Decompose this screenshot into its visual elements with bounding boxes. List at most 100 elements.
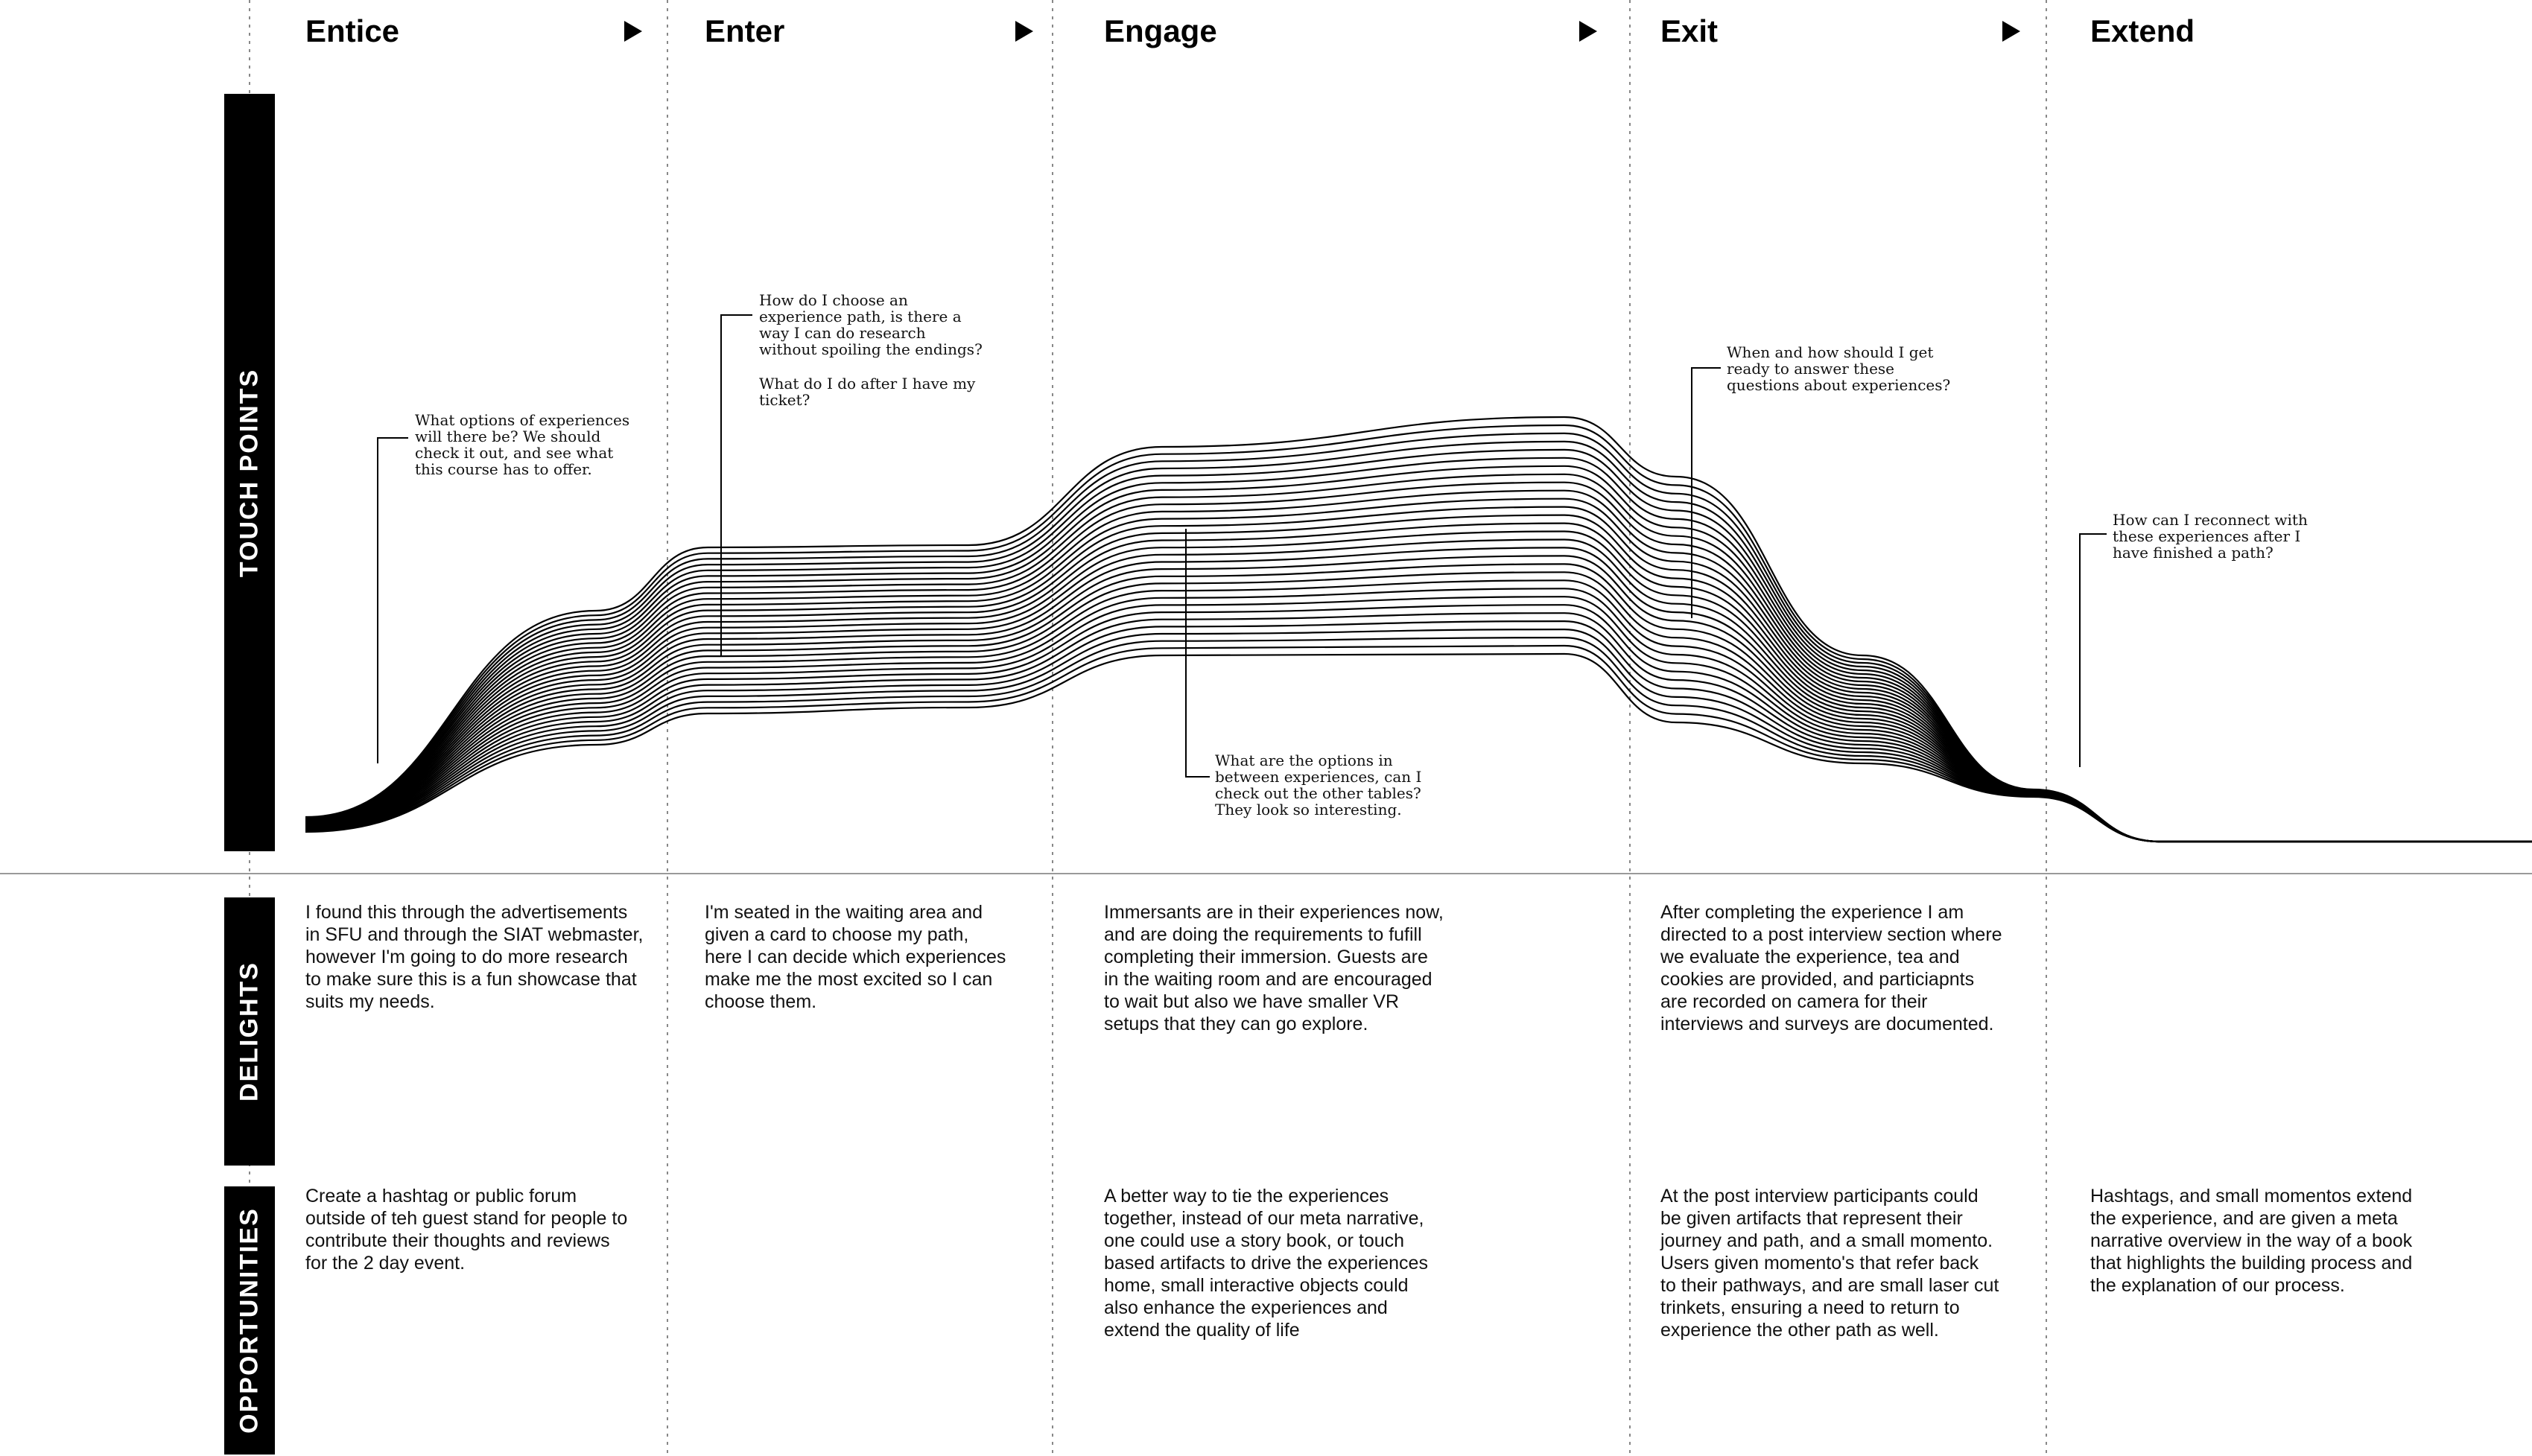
- text-line: contribute their thoughts and reviews: [305, 1230, 610, 1251]
- text-line: journey and path, and a small momento.: [1660, 1230, 1993, 1251]
- text-line: completing their immersion. Guests are: [1104, 947, 1428, 967]
- wave-line: [305, 636, 2532, 843]
- note-line: ticket?: [759, 391, 810, 409]
- text-line: At the post interview participants could: [1660, 1186, 1979, 1207]
- note-line: What are the options in: [1215, 751, 1393, 769]
- note-line: these experiences after I: [2113, 527, 2301, 545]
- delight-cell-enter: I'm seated in the waiting area and given…: [705, 901, 1055, 1013]
- note-line: without spoiling the endings?: [759, 340, 983, 358]
- text-line: be given artifacts that represent their: [1660, 1208, 1963, 1229]
- text-line: A better way to tie the experiences: [1104, 1186, 1389, 1207]
- note-leader-line: [720, 314, 752, 655]
- opportunity-cell-extend: Hashtags, and small momentos extend the …: [2090, 1185, 2440, 1297]
- text-line: the explanation of our process.: [2090, 1275, 2345, 1296]
- stage-title-engage: Engage: [1104, 13, 1217, 48]
- text-line: we evaluate the experience, tea and: [1660, 947, 1960, 967]
- text-line: the experience, and are given a meta: [2090, 1208, 2398, 1229]
- wave-line: [305, 644, 2532, 843]
- note-line: experience path, is there a: [759, 308, 962, 325]
- text-line: trinkets, ensuring a need to return to: [1660, 1297, 1960, 1318]
- wave-line: [305, 604, 2532, 843]
- note-line: What do I do after I have my: [759, 375, 976, 392]
- text-line: extend the quality of life: [1104, 1320, 1300, 1341]
- note-line: They look so interesting.: [1215, 801, 1402, 818]
- emotion-wave: [305, 416, 2532, 843]
- note-line: How do I choose an: [759, 291, 908, 309]
- note-line: way I can do research: [759, 324, 926, 342]
- text-line: however I'm going to do more research: [305, 947, 628, 967]
- play-arrow-icon: [1015, 21, 1033, 42]
- row-label-text: OPPORTUNITIES: [235, 1207, 264, 1434]
- wave-line: [305, 652, 2532, 843]
- text-line: to make sure this is a fun showcase that: [305, 969, 637, 990]
- text-line: suits my needs.: [305, 991, 435, 1012]
- play-arrow-icon: [624, 21, 642, 42]
- text-line: I found this through the advertisements: [305, 902, 628, 923]
- text-line: based artifacts to drive the experiences: [1104, 1253, 1428, 1274]
- note-line: will there be? We should: [415, 427, 601, 445]
- delight-cell-entice: I found this through the advertisements …: [305, 901, 656, 1013]
- note-leader-line: [1185, 529, 1210, 778]
- text-line: together, instead of our meta narrative,: [1104, 1208, 1424, 1229]
- text-line: setups that they can go explore.: [1104, 1014, 1368, 1034]
- delight-cell-exit: After completing the experience I am dir…: [1660, 901, 2011, 1035]
- row-label-delights: DELIGHTS: [224, 897, 275, 1166]
- text-line: to their pathways, and are small laser c…: [1660, 1275, 1999, 1296]
- play-arrow-icon: [1579, 21, 1597, 42]
- opportunity-cell-engage: A better way to tie the experiences toge…: [1104, 1185, 1454, 1341]
- row-label-text: TOUCH POINTS: [235, 368, 264, 577]
- text-line: are recorded on camera for their: [1660, 991, 1928, 1012]
- note-line: How can I reconnect with: [2113, 511, 2308, 529]
- text-line: that highlights the building process and: [2090, 1253, 2413, 1274]
- stage-title-exit: Exit: [1660, 13, 1719, 48]
- text-line: choose them.: [705, 991, 817, 1012]
- text-line: Immersants are in their experiences now,: [1104, 902, 1444, 923]
- row-label-touch-points: TOUCH POINTS: [224, 94, 275, 851]
- text-line: directed to a post interview section whe…: [1660, 924, 2002, 945]
- text-line: for the 2 day event.: [305, 1253, 466, 1274]
- note-line: between experiences, can I: [1215, 768, 1422, 786]
- note-leader-line: [2079, 533, 2107, 767]
- opportunity-cell-entice: Create a hashtag or public forum outside…: [305, 1185, 656, 1274]
- text-line: in SFU and through the SIAT webmaster,: [305, 924, 644, 945]
- text-line: make me the most excited so I can: [705, 969, 993, 990]
- row-label-text: DELIGHTS: [235, 961, 264, 1101]
- text-line: Users given momento's that refer back: [1660, 1253, 1979, 1274]
- note-leader-line: [377, 437, 408, 763]
- text-line: Create a hashtag or public forum: [305, 1186, 577, 1207]
- note-line: check out the other tables?: [1215, 784, 1421, 802]
- text-line: home, small interactive objects could: [1104, 1275, 1409, 1296]
- text-line: to wait but also we have smaller VR: [1104, 991, 1400, 1012]
- text-line: here I can decide which experiences: [705, 947, 1006, 967]
- note-line: When and how should I get: [1727, 343, 1934, 361]
- text-line: interviews and surveys are documented.: [1660, 1014, 1994, 1034]
- note-line: questions about experiences?: [1727, 376, 1951, 394]
- text-line: in the waiting room and are encouraged: [1104, 969, 1432, 990]
- play-arrow-icon: [2002, 21, 2020, 42]
- text-line: After completing the experience I am: [1660, 902, 1964, 923]
- text-line: also enhance the experiences and: [1104, 1297, 1388, 1318]
- note-leaders: [377, 314, 2107, 778]
- opportunity-cell-exit: At the post interview participants could…: [1660, 1185, 2011, 1341]
- note-line: ready to answer these: [1727, 360, 1895, 378]
- stage-title-extend: Extend: [2090, 13, 2195, 48]
- text-line: given a card to choose my path,: [705, 924, 969, 945]
- stage-title-entice: Entice: [305, 13, 400, 48]
- text-line: Hashtags, and small momentos extend: [2090, 1186, 2413, 1207]
- note-leader-line: [1691, 367, 1721, 618]
- text-line: I'm seated in the waiting area and: [705, 902, 983, 923]
- note-line: check it out, and see what: [415, 444, 614, 462]
- note-line: this course has to offer.: [415, 460, 592, 478]
- text-line: narrative overview in the way of a book: [2090, 1230, 2413, 1251]
- text-line: outside of teh guest stand for people to: [305, 1208, 628, 1229]
- text-line: and are doing the requirements to fufill: [1104, 924, 1422, 945]
- stage-title-enter: Enter: [705, 13, 785, 48]
- text-line: cookies are provided, and particiapnts: [1660, 969, 1975, 990]
- text-line: experience the other path as well.: [1660, 1320, 1939, 1341]
- text-line: one could use a story book, or touch: [1104, 1230, 1405, 1251]
- note-line: have finished a path?: [2113, 544, 2274, 562]
- note-line: What options of experiences: [415, 411, 630, 429]
- delight-cell-engage: Immersants are in their experiences now,…: [1104, 901, 1454, 1035]
- row-label-opportunities: OPPORTUNITIES: [224, 1186, 275, 1455]
